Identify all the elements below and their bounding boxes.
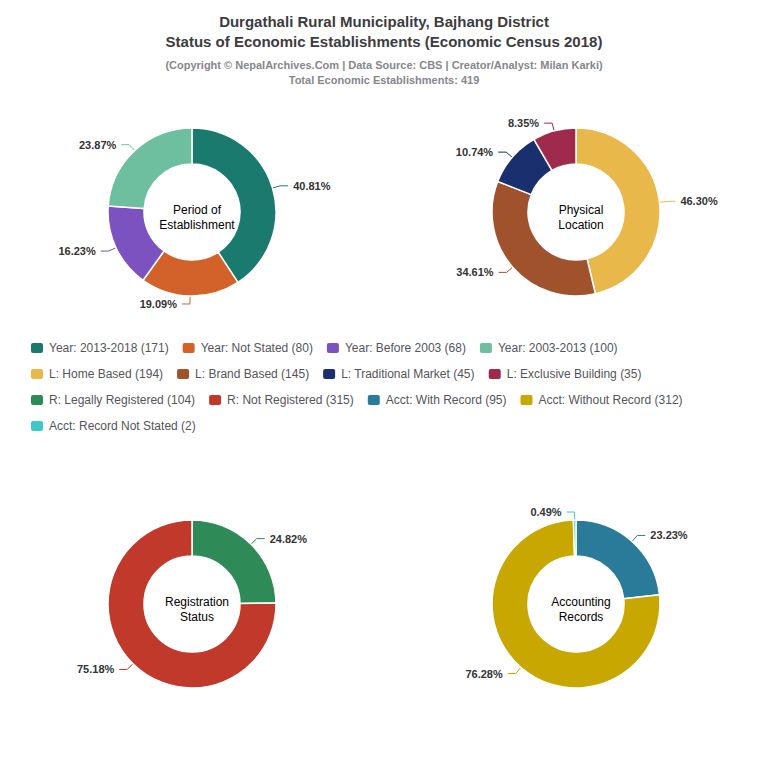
svg-text:16.23%: 16.23%	[58, 245, 96, 257]
svg-text:R: Legally Registered (104): R: Legally Registered (104)	[49, 393, 195, 407]
svg-text:Acct: Record Not Stated (2): Acct: Record Not Stated (2)	[49, 419, 196, 433]
svg-text:19.09%: 19.09%	[140, 298, 178, 310]
svg-text:75.18%: 75.18%	[77, 663, 115, 675]
svg-text:Accounting: Accounting	[551, 595, 610, 609]
svg-text:L: Exclusive Building (35): L: Exclusive Building (35)	[507, 367, 642, 381]
svg-text:Status of Economic Establishme: Status of Economic Establishments (Econo…	[166, 33, 603, 50]
svg-text:Status: Status	[180, 610, 214, 624]
svg-text:23.87%: 23.87%	[79, 139, 117, 151]
svg-text:Year: 2013-2018 (171): Year: 2013-2018 (171)	[49, 341, 169, 355]
svg-text:76.28%: 76.28%	[465, 668, 503, 680]
svg-text:40.81%: 40.81%	[293, 180, 331, 192]
svg-text:8.35%: 8.35%	[508, 117, 539, 129]
svg-text:Year: 2003-2013 (100): Year: 2003-2013 (100)	[498, 341, 618, 355]
svg-text:23.23%: 23.23%	[650, 529, 688, 541]
svg-text:Year: Not Stated (80): Year: Not Stated (80)	[201, 341, 313, 355]
svg-text:Establishment: Establishment	[159, 218, 235, 232]
svg-text:R: Not Registered (315): R: Not Registered (315)	[227, 393, 354, 407]
svg-text:Location: Location	[558, 218, 603, 232]
svg-text:Acct: With Record (95): Acct: With Record (95)	[386, 393, 507, 407]
svg-text:Records: Records	[559, 610, 604, 624]
svg-text:24.82%: 24.82%	[270, 533, 308, 545]
svg-text:0.49%: 0.49%	[530, 506, 561, 518]
svg-text:L: Brand Based (145): L: Brand Based (145)	[195, 367, 309, 381]
svg-text:Physical: Physical	[559, 203, 604, 217]
svg-text:Total Economic Establishments:: Total Economic Establishments: 419	[289, 74, 480, 86]
svg-text:Year: Before 2003 (68): Year: Before 2003 (68)	[345, 341, 466, 355]
svg-text:Durgathali Rural Municipality,: Durgathali Rural Municipality, Bajhang D…	[219, 13, 549, 30]
svg-text:(Copyright © NepalArchives.Com: (Copyright © NepalArchives.Com | Data So…	[165, 59, 603, 71]
svg-text:Acct: Without Record (312): Acct: Without Record (312)	[538, 393, 682, 407]
svg-text:10.74%: 10.74%	[456, 146, 494, 158]
svg-text:Registration: Registration	[165, 595, 229, 609]
svg-text:L: Traditional Market (45): L: Traditional Market (45)	[341, 367, 474, 381]
svg-text:Period of: Period of	[173, 203, 222, 217]
svg-text:L: Home Based (194): L: Home Based (194)	[49, 367, 163, 381]
svg-text:34.61%: 34.61%	[456, 266, 494, 278]
svg-text:46.30%: 46.30%	[680, 195, 718, 207]
